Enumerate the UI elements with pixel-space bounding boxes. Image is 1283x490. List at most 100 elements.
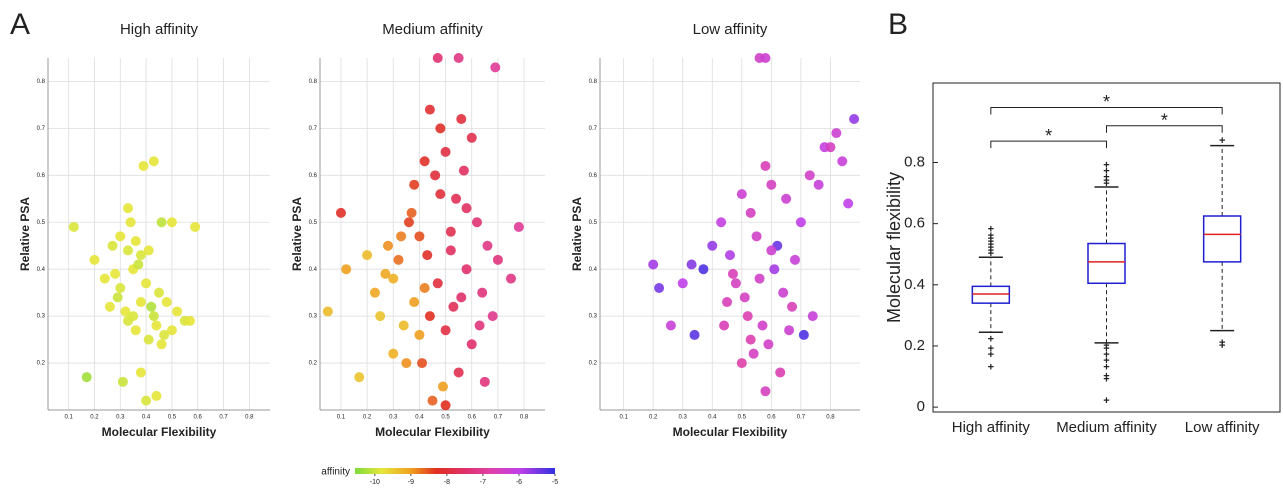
point <box>112 292 123 303</box>
point <box>432 278 443 289</box>
point <box>380 268 391 279</box>
point <box>456 292 467 303</box>
point <box>440 146 451 157</box>
point <box>837 156 848 167</box>
point <box>736 189 747 200</box>
outlier: + <box>988 242 994 254</box>
point <box>490 62 501 73</box>
point <box>393 254 404 265</box>
y-tick-label: 0.6 <box>37 173 46 179</box>
y-tick-label: 0.7 <box>589 126 598 132</box>
point <box>369 287 380 298</box>
point <box>138 160 149 171</box>
outlier: + <box>1219 340 1225 352</box>
point <box>159 329 170 340</box>
point <box>745 207 756 218</box>
x-tick-label: 0.3 <box>679 415 688 421</box>
y-tick-label: 0 <box>917 398 925 415</box>
x-tick-label: 0.5 <box>441 415 450 421</box>
point <box>130 236 141 247</box>
point <box>727 268 738 279</box>
point <box>166 217 177 228</box>
point <box>757 320 768 331</box>
point <box>471 217 482 228</box>
point <box>115 282 126 293</box>
x-tick-label: 0.4 <box>415 415 424 421</box>
point <box>456 114 467 125</box>
point <box>184 315 195 326</box>
plot-frame <box>932 82 1281 413</box>
x-tick-label: 0.8 <box>826 415 835 421</box>
point <box>466 339 477 350</box>
x-tick-label: 0.5 <box>168 415 177 421</box>
y-tick-label: 0.6 <box>589 173 598 179</box>
point <box>414 329 425 340</box>
x-tick-label: 0.7 <box>219 415 228 421</box>
point <box>424 311 435 322</box>
point <box>120 306 131 317</box>
box <box>971 285 1011 304</box>
outlier: + <box>988 245 994 257</box>
x-tick-label: High affinity <box>952 419 1031 436</box>
point <box>133 259 144 270</box>
point <box>151 390 162 401</box>
point <box>778 287 789 298</box>
colorbar-tick-label: -10 <box>370 479 380 485</box>
point <box>172 306 183 317</box>
point <box>445 226 456 237</box>
point <box>474 320 485 331</box>
point <box>398 320 409 331</box>
y-tick-label: 0.6 <box>309 173 318 179</box>
point <box>115 231 126 242</box>
point <box>654 282 665 293</box>
point <box>798 329 809 340</box>
outlier: + <box>988 361 994 373</box>
colorbar-tick-label: -5 <box>552 479 558 485</box>
significance-bracket <box>990 140 1107 149</box>
point <box>745 334 756 345</box>
y-tick-label: 0.5 <box>589 220 598 226</box>
x-axis-label: Molecular Flexibility <box>673 425 788 439</box>
x-tick-label: 0.4 <box>142 415 151 421</box>
x-tick-label: 0.1 <box>337 415 346 421</box>
point <box>451 193 462 204</box>
point <box>154 287 164 298</box>
point <box>677 278 688 289</box>
outlier: + <box>1103 355 1109 367</box>
y-tick-label: 0.3 <box>309 314 318 320</box>
point <box>89 254 100 265</box>
point <box>354 372 365 383</box>
point <box>482 240 493 251</box>
point <box>424 104 435 115</box>
point <box>648 259 659 270</box>
outlier: + <box>988 343 994 355</box>
point <box>719 320 730 331</box>
point <box>409 297 420 308</box>
point <box>492 254 503 265</box>
significance-label: * <box>1103 92 1110 112</box>
point <box>477 287 488 298</box>
x-tick-label: 0.2 <box>90 415 99 421</box>
point <box>769 264 780 275</box>
point <box>795 217 806 228</box>
point <box>419 156 430 167</box>
x-tick-label: 0.3 <box>389 415 398 421</box>
y-axis-label: Relative PSA <box>290 197 304 271</box>
point <box>513 221 524 232</box>
point <box>375 311 386 322</box>
y-axis-label: Molecular flexibility <box>884 172 904 323</box>
y-tick-label: 0.8 <box>309 79 318 85</box>
colorbar <box>355 468 555 474</box>
point <box>751 231 762 242</box>
point <box>825 142 836 153</box>
point <box>117 376 128 387</box>
point <box>487 311 498 322</box>
point <box>406 207 417 218</box>
y-tick-label: 0.4 <box>37 267 46 273</box>
y-tick-label: 0.7 <box>309 126 318 132</box>
point <box>736 358 747 369</box>
point <box>505 273 516 284</box>
point <box>335 207 346 218</box>
x-tick-label: 0.7 <box>797 415 806 421</box>
